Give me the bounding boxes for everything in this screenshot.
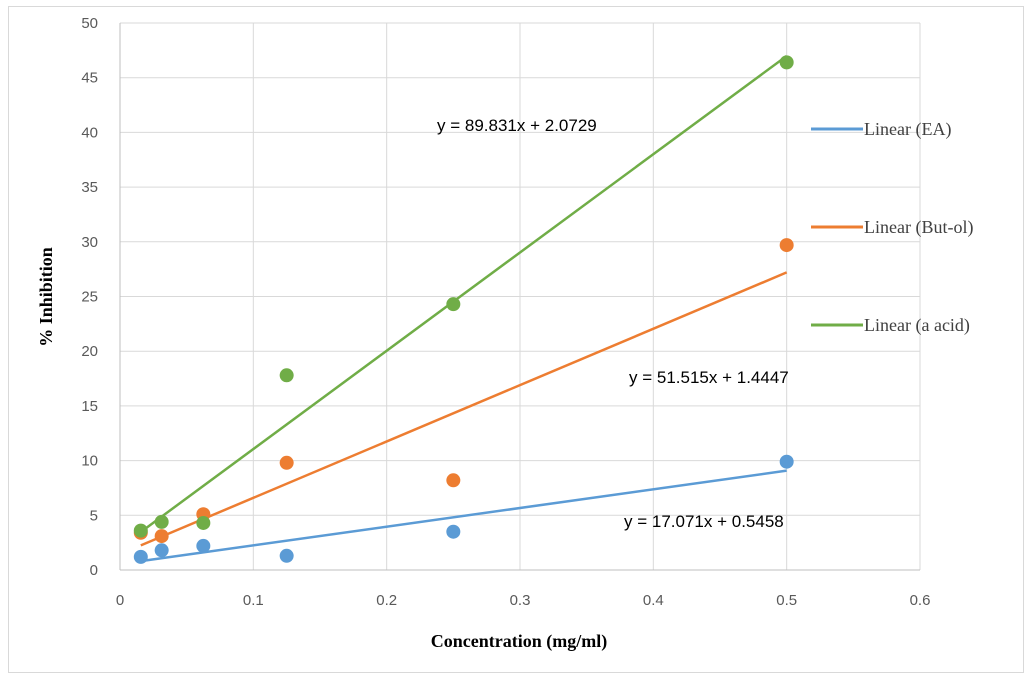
ea-point: [133, 549, 148, 564]
x-axis-title: Concentration (mg/ml): [431, 631, 607, 652]
aacid-trendline: [140, 54, 788, 533]
x-tick-label: 0: [116, 592, 124, 609]
x-tick-label: 0.6: [910, 592, 931, 609]
y-tick-label: 50: [81, 15, 98, 32]
butol-equation: y = 51.515x + 1.4447: [629, 368, 789, 387]
butol-point: [154, 529, 169, 544]
y-tick-label: 15: [81, 398, 98, 415]
ea-equation: y = 17.071x + 0.5458: [624, 512, 784, 531]
legend-label-butol: Linear (But-ol): [864, 217, 973, 238]
aacid-point: [779, 55, 794, 70]
butol-point: [779, 238, 794, 253]
aacid-point: [446, 297, 461, 312]
axes: 0 5 10 15 20 25 30 35 40 45 50 0 0.1 0.2 0.3 0.4 0.5 0.6: [81, 15, 930, 609]
chart-area: [8, 6, 1024, 673]
x-tick-label: 0.1: [243, 592, 264, 609]
y-axis-title: % Inhibition: [36, 247, 56, 347]
ea-point: [154, 543, 169, 558]
y-tick-label: 20: [81, 343, 98, 360]
y-tick-label: 5: [90, 507, 98, 524]
x-tick-label: 0.3: [510, 592, 531, 609]
ea-point: [779, 454, 794, 469]
aacid-point: [154, 514, 169, 529]
data-points: [133, 55, 794, 564]
butol-trendline: [140, 271, 788, 547]
legend-label-aacid: Linear (a acid): [864, 315, 970, 336]
ea-point: [196, 538, 211, 553]
trendlines: [140, 54, 788, 563]
y-tick-label: 35: [81, 179, 98, 196]
ea-point: [279, 548, 294, 563]
y-tick-label: 40: [81, 124, 98, 141]
aacid-equation: y = 89.831x + 2.0729: [437, 116, 597, 135]
butol-point: [446, 473, 461, 488]
ea-point: [446, 524, 461, 539]
aacid-point: [133, 523, 148, 538]
y-tick-label: 0: [90, 562, 98, 579]
ea-trendline: [140, 469, 787, 563]
legend-label-ea: Linear (EA): [864, 119, 951, 140]
butol-point: [279, 455, 294, 470]
equation-labels: y = 17.071x + 0.5458 y = 51.515x + 1.4447…: [437, 116, 789, 531]
x-tick-label: 0.4: [643, 592, 664, 609]
x-tick-label: 0.2: [376, 592, 397, 609]
y-tick-label: 10: [81, 453, 98, 470]
y-tick-label: 25: [81, 289, 98, 306]
aacid-point: [279, 368, 294, 383]
gridlines: [120, 22, 921, 570]
y-tick-label: 45: [81, 70, 98, 87]
y-tick-label: 30: [81, 234, 98, 251]
aacid-point: [196, 515, 211, 530]
legend: Linear (EA) Linear (But-ol) Linear (a acid…: [811, 119, 973, 336]
x-tick-label: 0.5: [776, 592, 797, 609]
